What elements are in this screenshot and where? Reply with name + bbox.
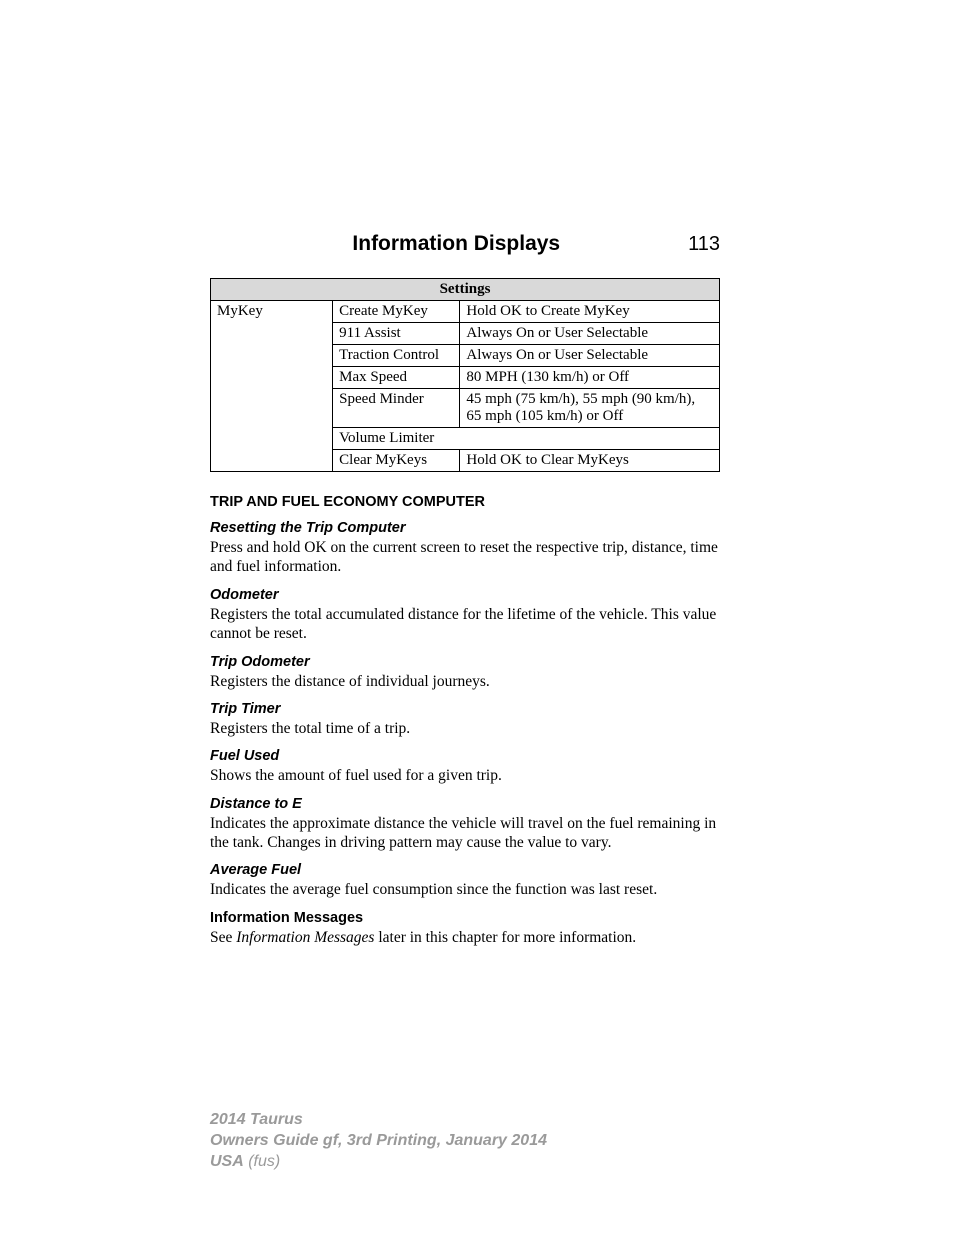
settings-item: Create MyKey — [333, 301, 460, 323]
info-msg-ital: Information Messages — [236, 929, 374, 946]
sub-odometer-title: Odometer — [210, 587, 720, 603]
page-header: Information Displays 113 — [210, 232, 720, 256]
sub-fuel-used-title: Fuel Used — [210, 748, 720, 764]
settings-value: 45 mph (75 km/h), 55 mph (90 km/h), 65 m… — [460, 389, 720, 428]
info-msg-pre: See — [210, 929, 236, 946]
settings-table-header: Settings — [211, 279, 720, 301]
sub-odometer-body: Registers the total accumulated distance… — [210, 605, 720, 644]
sub-resetting-title: Resetting the Trip Computer — [210, 520, 720, 536]
footer-line1: 2014 Taurus — [210, 1110, 720, 1131]
settings-value: 80 MPH (130 km/h) or Off — [460, 367, 720, 389]
section-title-trip-fuel: TRIP AND FUEL ECONOMY COMPUTER — [210, 494, 720, 510]
settings-item: Traction Control — [333, 345, 460, 367]
sub-info-messages-body: See Information Messages later in this c… — [210, 928, 720, 947]
sub-trip-timer-title: Trip Timer — [210, 701, 720, 717]
settings-item: Max Speed — [333, 367, 460, 389]
settings-value: Always On or User Selectable — [460, 345, 720, 367]
info-msg-post: later in this chapter for more informati… — [374, 929, 636, 946]
settings-value: Hold OK to Create MyKey — [460, 301, 720, 323]
footer-line2: Owners Guide gf, 3rd Printing, January 2… — [210, 1131, 720, 1152]
page-content: Information Displays 113 Settings MyKey … — [210, 232, 720, 951]
settings-value: Always On or User Selectable — [460, 323, 720, 345]
sub-trip-odometer-body: Registers the distance of individual jou… — [210, 672, 720, 691]
settings-item: Speed Minder — [333, 389, 460, 428]
settings-value: Hold OK to Clear MyKeys — [460, 450, 720, 472]
page-footer: 2014 Taurus Owners Guide gf, 3rd Printin… — [210, 1110, 720, 1172]
sub-resetting-body: Press and hold OK on the current screen … — [210, 538, 720, 577]
footer-line3: USA (fus) — [210, 1152, 720, 1173]
sub-trip-odometer-title: Trip Odometer — [210, 654, 720, 670]
sub-distance-e-body: Indicates the approximate distance the v… — [210, 814, 720, 853]
footer-usa: USA — [210, 1153, 244, 1170]
sub-fuel-used-body: Shows the amount of fuel used for a give… — [210, 766, 720, 785]
settings-category: MyKey — [211, 301, 333, 472]
sub-distance-e-title: Distance to E — [210, 796, 720, 812]
sub-avg-fuel-body: Indicates the average fuel consumption s… — [210, 880, 720, 899]
page-number: 113 — [688, 233, 720, 256]
sub-info-messages-title: Information Messages — [210, 910, 720, 926]
footer-fus: (fus) — [244, 1153, 280, 1170]
settings-item: Volume Limiter — [333, 428, 720, 450]
sub-avg-fuel-title: Average Fuel — [210, 862, 720, 878]
table-row: MyKey Create MyKey Hold OK to Create MyK… — [211, 301, 720, 323]
settings-item: Clear MyKeys — [333, 450, 460, 472]
sub-trip-timer-body: Registers the total time of a trip. — [210, 719, 720, 738]
settings-table: Settings MyKey Create MyKey Hold OK to C… — [210, 278, 720, 472]
chapter-title: Information Displays — [352, 232, 560, 256]
settings-item: 911 Assist — [333, 323, 460, 345]
